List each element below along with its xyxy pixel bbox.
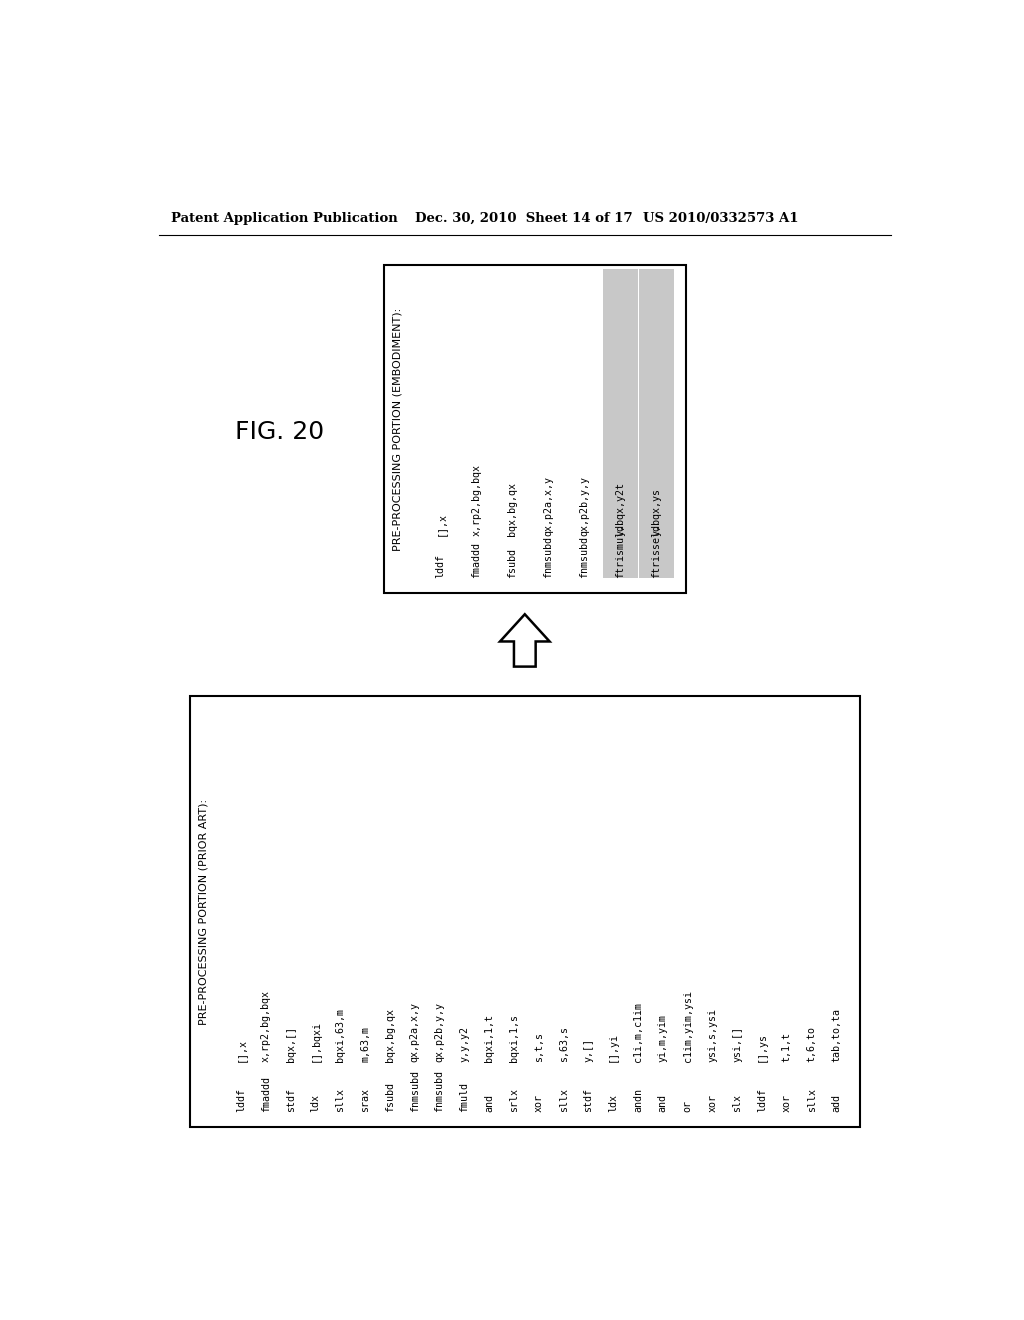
Text: PRE-PROCESSING PORTION (PRIOR ART):: PRE-PROCESSING PORTION (PRIOR ART): — [199, 799, 209, 1024]
Text: add: add — [831, 1094, 842, 1111]
Text: fnmsubd: fnmsubd — [434, 1069, 444, 1111]
Text: bqxi,1,s: bqxi,1,s — [509, 1014, 519, 1061]
Text: PRE-PROCESSING PORTION (EMBODIMENT):: PRE-PROCESSING PORTION (EMBODIMENT): — [392, 308, 402, 550]
Text: and: and — [484, 1094, 495, 1111]
Text: xor: xor — [781, 1094, 792, 1111]
Bar — [384, 264, 686, 594]
Text: ldx: ldx — [608, 1094, 618, 1111]
Text: qx,p2a,x,y: qx,p2a,x,y — [544, 475, 553, 536]
Text: m,63,m: m,63,m — [360, 1026, 370, 1061]
Polygon shape — [500, 614, 550, 667]
Text: c1im,yim,ysi: c1im,yim,ysi — [683, 990, 692, 1061]
Text: s,63,s: s,63,s — [558, 1026, 568, 1061]
Text: andn: andn — [633, 1088, 643, 1111]
Bar — [190, 696, 860, 1127]
Text: sllx: sllx — [335, 1088, 345, 1111]
Text: xor: xor — [534, 1094, 544, 1111]
Text: xor: xor — [708, 1094, 718, 1111]
Text: y,[]: y,[] — [584, 1038, 593, 1061]
Text: Dec. 30, 2010  Sheet 14 of 17: Dec. 30, 2010 Sheet 14 of 17 — [415, 213, 633, 224]
Text: or: or — [683, 1100, 692, 1111]
Text: lddf: lddf — [237, 1088, 246, 1111]
Text: ysi,s,ysi: ysi,s,ysi — [708, 1007, 718, 1061]
Text: Patent Application Publication: Patent Application Publication — [171, 213, 397, 224]
Text: ldx: ldx — [310, 1094, 321, 1111]
Text: bqx,[]: bqx,[] — [286, 1026, 296, 1061]
Bar — [639, 268, 674, 578]
Text: s,t,s: s,t,s — [534, 1032, 544, 1061]
Text: x,rp2,bg,bqx: x,rp2,bg,bqx — [261, 990, 271, 1061]
Text: ftrisseld: ftrisseld — [651, 524, 662, 578]
Text: fmaddd: fmaddd — [261, 1076, 271, 1111]
Text: srax: srax — [360, 1088, 370, 1111]
Text: ysi,[]: ysi,[] — [732, 1026, 742, 1061]
Text: FIG. 20: FIG. 20 — [234, 420, 324, 444]
Text: stdf: stdf — [584, 1088, 593, 1111]
Text: [],x: [],x — [237, 1038, 246, 1061]
Bar — [603, 268, 638, 578]
Text: stdf: stdf — [286, 1088, 296, 1111]
Text: lddf: lddf — [757, 1088, 767, 1111]
Text: y,bqx,y2t: y,bqx,y2t — [615, 482, 626, 536]
Text: sllx: sllx — [807, 1088, 816, 1111]
Text: srlx: srlx — [509, 1088, 519, 1111]
Text: slx: slx — [732, 1094, 742, 1111]
Text: bqx,bg,qx: bqx,bg,qx — [385, 1007, 395, 1061]
Text: c1i,m,c1im: c1i,m,c1im — [633, 1002, 643, 1061]
Text: qx,p2b,y,y: qx,p2b,y,y — [434, 1002, 444, 1061]
Text: [],ys: [],ys — [757, 1032, 767, 1061]
Text: fsubd: fsubd — [385, 1081, 395, 1111]
Text: tab,to,ta: tab,to,ta — [831, 1007, 842, 1061]
Text: [],yi: [],yi — [608, 1032, 618, 1061]
Text: y,bqx,ys: y,bqx,ys — [651, 487, 662, 536]
Text: fmaddd: fmaddd — [471, 543, 481, 578]
Text: qx,p2a,x,y: qx,p2a,x,y — [410, 1002, 420, 1061]
Text: yi,m,yim: yi,m,yim — [657, 1014, 668, 1061]
Text: bqxi,63,m: bqxi,63,m — [335, 1007, 345, 1061]
Text: fnmsubd: fnmsubd — [410, 1069, 420, 1111]
Text: bqx,bg,qx: bqx,bg,qx — [508, 482, 517, 536]
Text: t,1,t: t,1,t — [781, 1032, 792, 1061]
Text: [],x: [],x — [435, 512, 445, 536]
Text: and: and — [657, 1094, 668, 1111]
Text: ftrismuld: ftrismuld — [615, 524, 626, 578]
Text: US 2010/0332573 A1: US 2010/0332573 A1 — [643, 213, 799, 224]
Text: fmuld: fmuld — [460, 1081, 469, 1111]
Text: y,y,y2: y,y,y2 — [460, 1026, 469, 1061]
Text: t,6,to: t,6,to — [807, 1026, 816, 1061]
Text: qx,p2b,y,y: qx,p2b,y,y — [580, 475, 590, 536]
Text: fnmsubd: fnmsubd — [580, 536, 590, 578]
Text: lddf: lddf — [435, 554, 445, 578]
Text: x,rp2,bg,bqx: x,rp2,bg,bqx — [471, 463, 481, 536]
Text: [],bqxi: [],bqxi — [310, 1019, 321, 1061]
Text: bqxi,1,t: bqxi,1,t — [484, 1014, 495, 1061]
Text: fnmsubd: fnmsubd — [544, 536, 553, 578]
Text: fsubd: fsubd — [508, 548, 517, 578]
Text: sllx: sllx — [558, 1088, 568, 1111]
